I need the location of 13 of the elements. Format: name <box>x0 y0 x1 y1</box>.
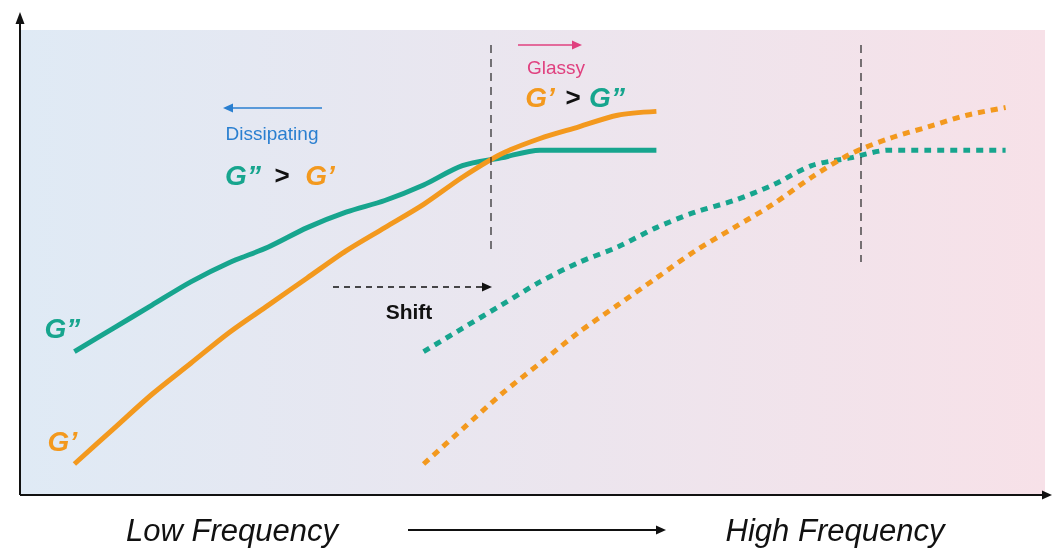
annotation: > <box>565 82 581 112</box>
annotation: G” <box>225 159 261 191</box>
annotation: Dissipating <box>225 122 319 144</box>
annotation: G” <box>589 81 625 113</box>
text: Glassy <box>526 56 586 78</box>
annotation: G’ <box>525 81 556 113</box>
annotation: Shift <box>385 299 433 323</box>
series-label: G’ <box>47 425 79 457</box>
text: Low Frequency <box>126 512 341 548</box>
annotation: G’ <box>305 159 336 191</box>
series-label: G” <box>44 313 81 345</box>
annotation: > <box>274 160 290 190</box>
text: High Frequency <box>725 512 947 548</box>
